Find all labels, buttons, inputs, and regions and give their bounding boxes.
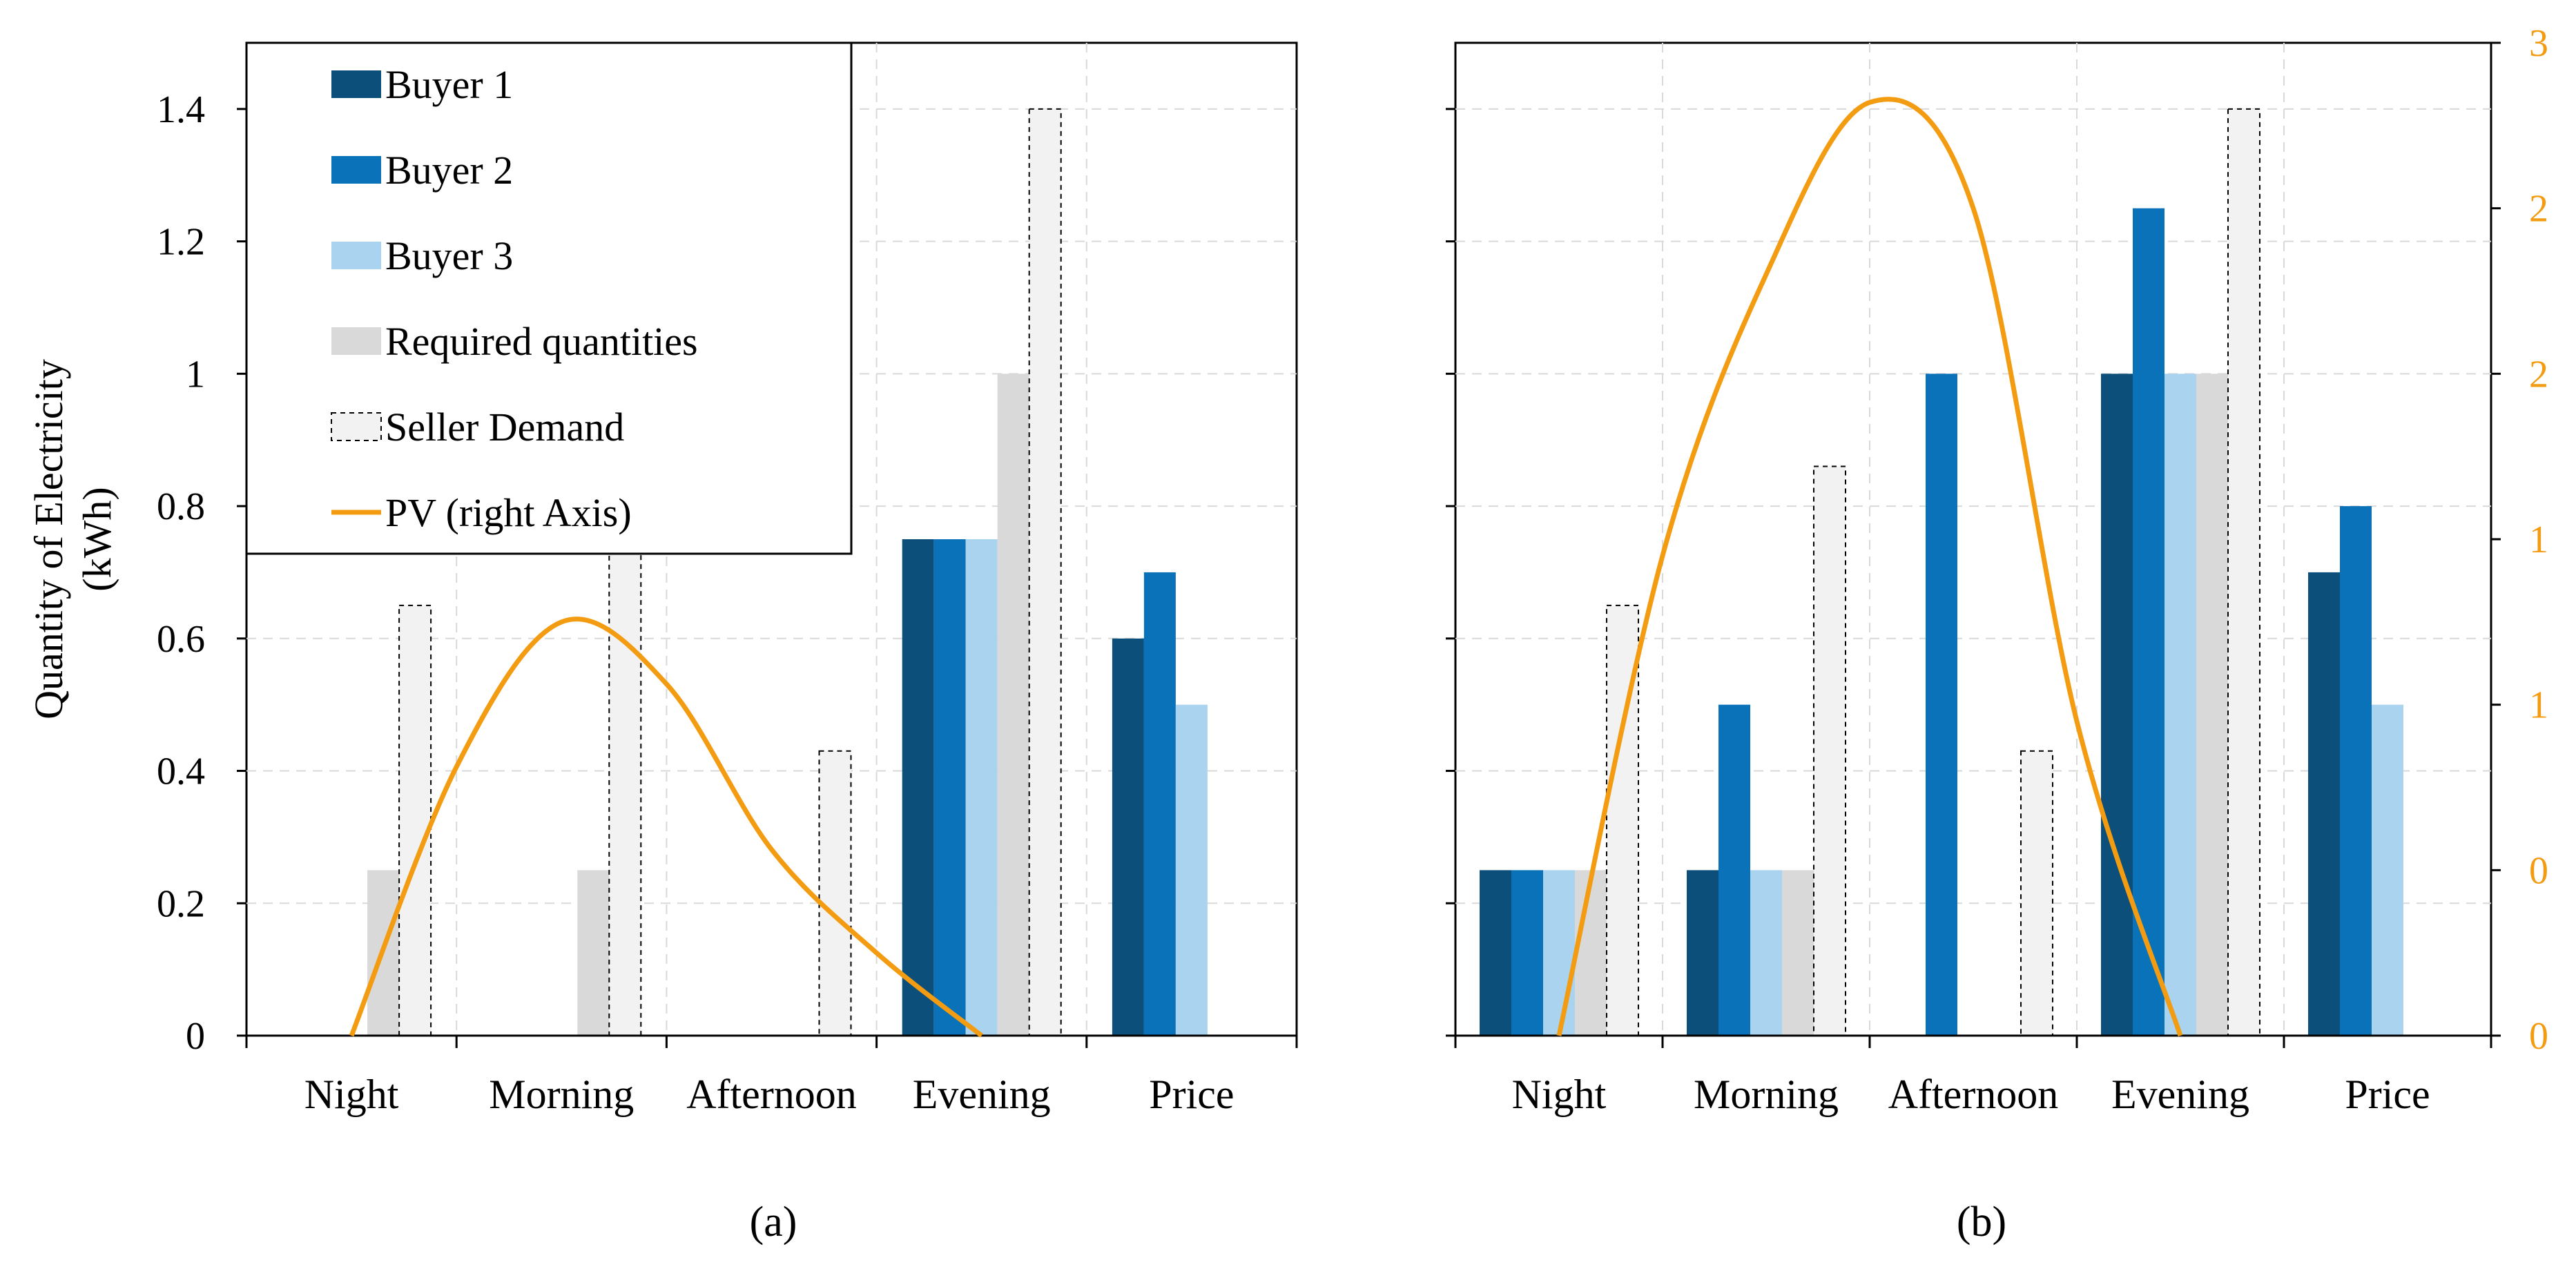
bar-buyer2 [2133,208,2165,1036]
bar-seller [818,750,852,1036]
y-axis-title-line: (kWh) [75,487,119,591]
pv-line [349,617,983,1038]
x-tick-label: Price [1149,1072,1234,1117]
legend-box [245,41,853,555]
bar-buyer3 [1175,704,1208,1036]
legend-swatch-seller [331,412,382,441]
y-axis-title-line: Quantity of Electricity [26,359,71,719]
right-tick-label: 3 [2529,22,2548,65]
bar-required [2196,374,2228,1036]
legend: Buyer 1 Buyer 2 Buyer 3 Required quantities… [245,41,853,555]
legend-label-seller: Seller Demand [385,405,624,449]
pv-line [1556,97,2183,1037]
right-tick-label: 2 [2529,353,2548,396]
panel-label-a: (a) [750,1199,797,1246]
bar-buyer1 [2308,572,2340,1036]
bar-buyer2 [1718,704,1750,1036]
legend-label-required: Required quantities [385,319,698,364]
x-tick-label: Night [304,1072,399,1117]
legend-label-buyer2: Buyer 2 [385,148,513,193]
x-tick-label: Morning [1694,1072,1839,1117]
right-tick-label: 1 [2529,684,2548,727]
right-tick-label: 2 [2529,188,2548,231]
x-tick-label: Night [1512,1072,1607,1117]
y-tick-label: 0.2 [157,882,205,925]
bar-required [997,374,1029,1036]
bar-buyer2 [1926,374,1957,1036]
legend-label-buyer3: Buyer 3 [385,233,513,278]
bar-buyer1 [1112,638,1144,1036]
y-tick-label: 1 [186,353,205,396]
y-tick-label: 0.6 [157,618,205,661]
bar-required [1575,870,1607,1036]
bar-buyer1 [2101,374,2133,1036]
bar-buyer1 [1480,870,1511,1036]
bar-seller [1813,465,1846,1036]
bar-buyer2 [933,539,966,1036]
bar-seller [2227,108,2260,1036]
bar-seller [1606,604,1639,1036]
legend-label-buyer1: Buyer 1 [385,62,513,107]
y-tick-label: 1.4 [157,88,205,131]
legend-swatch-buyer3 [331,242,381,269]
y-tick-label: 0 [186,1015,205,1058]
bar-buyer1 [902,539,934,1036]
legend-label-pv: PV (right Axis) [385,490,632,535]
legend-swatch-buyer2 [331,156,381,184]
x-tick-label: Afternoon [686,1072,857,1117]
x-tick-label: Afternoon [1888,1072,2059,1117]
y-axis-title: Quantity of Electricity(kWh) [26,359,119,719]
x-tick-label: Evening [2111,1072,2249,1117]
right-tick-label: 0 [2529,849,2548,892]
y-tick-label: 0.8 [157,485,205,528]
panel-label-b: (b) [1957,1199,2006,1246]
right-tick-label: 1 [2529,519,2548,561]
bar-buyer2 [1143,572,1176,1036]
bar-buyer3 [1543,870,1575,1036]
chart-panel-b: Night Morning Afternoon Evening Price 0 0 1 1 2 2 3 [1446,22,2548,1117]
x-tick-label: Price [2345,1072,2430,1117]
x-tick-label: Evening [913,1072,1051,1117]
bar-buyer2 [1511,870,1543,1036]
bar-seller [398,604,432,1036]
bar-required [577,870,610,1036]
bar-buyer2 [2340,506,2372,1036]
bar-buyer3 [2165,374,2196,1036]
y-tick-label: 0.4 [157,750,205,793]
legend-swatch-buyer1 [331,70,381,98]
bar-buyer3 [965,539,998,1036]
y-tick-label: 1.2 [157,221,205,264]
bar-buyer3 [2372,704,2403,1036]
bar-seller [608,505,642,1036]
bar-buyer3 [1750,870,1782,1036]
x-tick-label: Morning [489,1072,634,1117]
legend-swatch-required [331,327,381,355]
right-tick-label: 0 [2529,1015,2548,1058]
bar-buyer1 [1687,870,1718,1036]
bar-seller [1028,108,1062,1036]
bar-seller [2020,750,2053,1036]
bar-required [1782,870,1814,1036]
